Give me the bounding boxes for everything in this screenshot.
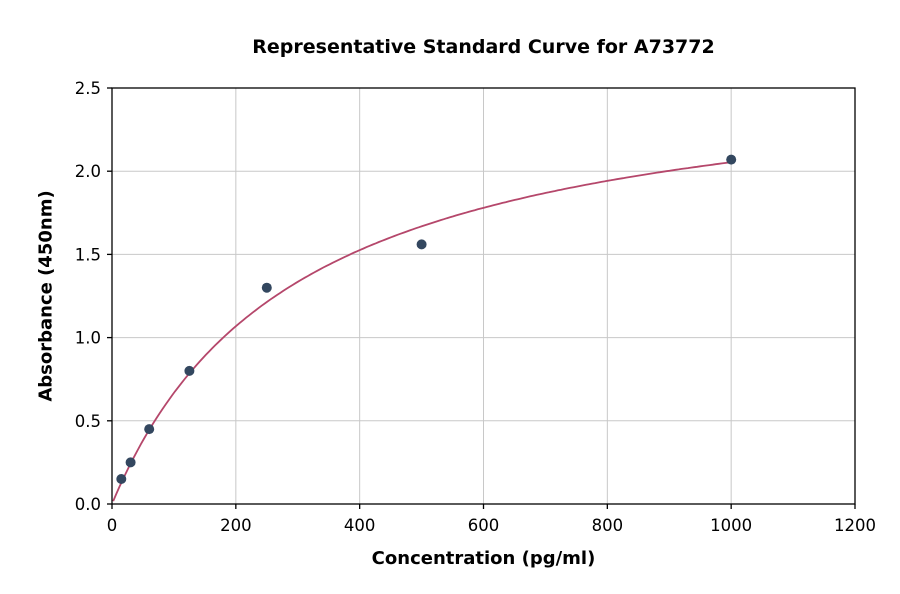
fit-curve — [112, 161, 732, 502]
x-axis-label: Concentration (pg/ml) — [371, 548, 596, 569]
y-tick-label: 0.5 — [75, 412, 101, 431]
x-tick-label: 200 — [220, 516, 252, 535]
x-tick-label: 600 — [468, 516, 500, 535]
y-tick-label: 0.0 — [75, 495, 101, 514]
x-tick-label: 1000 — [710, 516, 752, 535]
x-tick-label: 1200 — [834, 516, 876, 535]
x-tick-label: 800 — [592, 516, 624, 535]
data-point — [125, 457, 136, 468]
x-tick-label: 400 — [344, 516, 376, 535]
data-point — [726, 154, 737, 165]
y-tick-label: 1.5 — [75, 245, 101, 264]
data-point — [184, 365, 195, 376]
chart-title: Representative Standard Curve for A73772 — [252, 36, 715, 58]
y-tick-label: 2.0 — [75, 162, 101, 181]
data-point — [261, 282, 272, 293]
data-point — [416, 239, 427, 250]
y-tick-label: 2.5 — [75, 79, 101, 98]
data-point — [116, 474, 127, 484]
x-tick-label: 0 — [107, 516, 118, 535]
data-point — [144, 424, 155, 435]
y-tick-label: 1.0 — [75, 329, 101, 348]
